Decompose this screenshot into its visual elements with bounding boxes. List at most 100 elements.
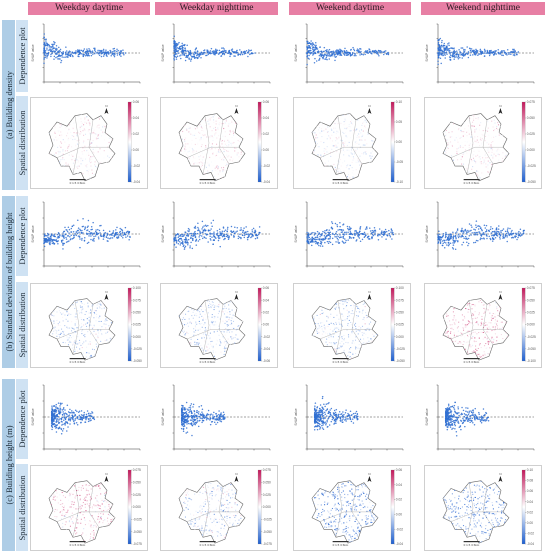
scatter-point	[308, 242, 310, 245]
scatter-point	[63, 242, 66, 245]
scatter-point	[475, 48, 477, 51]
scatter-point	[174, 53, 176, 56]
scatter-point	[223, 413, 226, 416]
scatter-point	[94, 230, 97, 233]
grid-cell	[77, 165, 79, 167]
grid-cell	[205, 145, 207, 147]
scatter-point	[245, 226, 247, 228]
scatter-point	[57, 232, 60, 234]
scatter-point	[227, 52, 229, 54]
scatter-point	[60, 427, 62, 430]
scatter-point	[75, 234, 77, 237]
grid-cell	[185, 137, 187, 139]
scatter-point	[327, 234, 329, 236]
scatter-point	[203, 225, 205, 227]
scatter-point	[442, 232, 445, 235]
scatter-point	[371, 237, 373, 240]
grid-cell	[98, 172, 100, 174]
scatter-point	[452, 416, 454, 418]
scatter-point	[53, 235, 56, 237]
grid-cell	[209, 136, 211, 138]
scatter-point	[185, 234, 188, 237]
colorbar-tick-label: 0.04	[133, 116, 139, 120]
scatter-point	[219, 232, 222, 235]
scatter-point	[350, 420, 353, 423]
scatter-point	[332, 52, 334, 54]
scatter-point	[94, 51, 97, 53]
grid-cell	[60, 141, 62, 143]
scatter-point	[118, 53, 121, 56]
scatter-point	[470, 224, 472, 227]
grid-cell	[82, 158, 84, 160]
scatter-point	[307, 235, 310, 237]
scatter-point	[439, 47, 442, 49]
grid-cell	[58, 115, 61, 117]
scatter-point	[447, 419, 449, 422]
grid-cell	[228, 123, 230, 125]
grid-cell	[215, 177, 217, 180]
grid-cell	[80, 157, 82, 159]
scatter-point	[326, 415, 328, 417]
scatter-point	[179, 235, 181, 237]
scatter-point	[251, 231, 254, 233]
scatter-point	[51, 242, 54, 245]
scatter-point	[494, 53, 496, 55]
scatter-point	[59, 412, 61, 414]
grid-cell	[115, 129, 116, 130]
grid-cell	[47, 122, 48, 123]
scatter-point	[315, 409, 318, 411]
scatter-point	[90, 225, 93, 228]
scatter-point	[173, 244, 176, 246]
scatter-point	[476, 51, 478, 53]
scatter-point	[249, 53, 251, 56]
grid-cell	[66, 173, 68, 175]
scatter-point	[465, 232, 467, 235]
grid-cell	[67, 132, 69, 134]
grid-cell	[194, 132, 196, 135]
grid-cell	[225, 164, 227, 167]
grid-cell	[69, 166, 71, 169]
grid-cell	[205, 146, 207, 148]
scatter-point	[68, 232, 70, 234]
scatter-point	[214, 54, 216, 56]
grid-cell	[196, 162, 198, 164]
scatter-point	[448, 51, 451, 53]
grid-cell	[222, 169, 224, 171]
grid-cell	[244, 171, 245, 173]
scatter-point	[199, 419, 201, 422]
scatter-point	[201, 53, 204, 56]
scatter-point	[347, 227, 349, 230]
scatter-point	[337, 235, 339, 238]
scatter-point	[475, 239, 478, 242]
scatter-point	[103, 232, 105, 235]
grid-cell	[222, 170, 224, 172]
scatter-point	[334, 414, 336, 416]
grid-cell	[92, 179, 95, 181]
scatter-point	[510, 237, 513, 239]
scatter-point	[512, 232, 515, 235]
scatter-point	[469, 417, 472, 420]
scatter-point	[318, 244, 320, 247]
scatter-point	[75, 422, 78, 424]
scatter-point	[44, 38, 46, 41]
grid-cell	[54, 173, 56, 175]
scatter-point	[379, 52, 381, 54]
scatter-point	[62, 244, 64, 246]
scatter-point	[498, 233, 501, 235]
grid-cell	[87, 159, 89, 162]
scatter-point	[447, 242, 450, 244]
grid-cell	[102, 126, 104, 128]
scatter-point	[217, 419, 220, 421]
scatter-point	[479, 420, 482, 423]
grid-cell	[93, 132, 95, 134]
scatter-point	[454, 235, 457, 238]
scatter-point	[197, 222, 199, 225]
grid-cell	[208, 165, 210, 167]
grid-cell	[187, 163, 189, 165]
grid-cell	[187, 143, 189, 145]
grid-cell	[187, 126, 190, 128]
scatter-point	[338, 52, 341, 54]
scatter-point	[367, 52, 370, 54]
scatter-point	[193, 415, 196, 417]
